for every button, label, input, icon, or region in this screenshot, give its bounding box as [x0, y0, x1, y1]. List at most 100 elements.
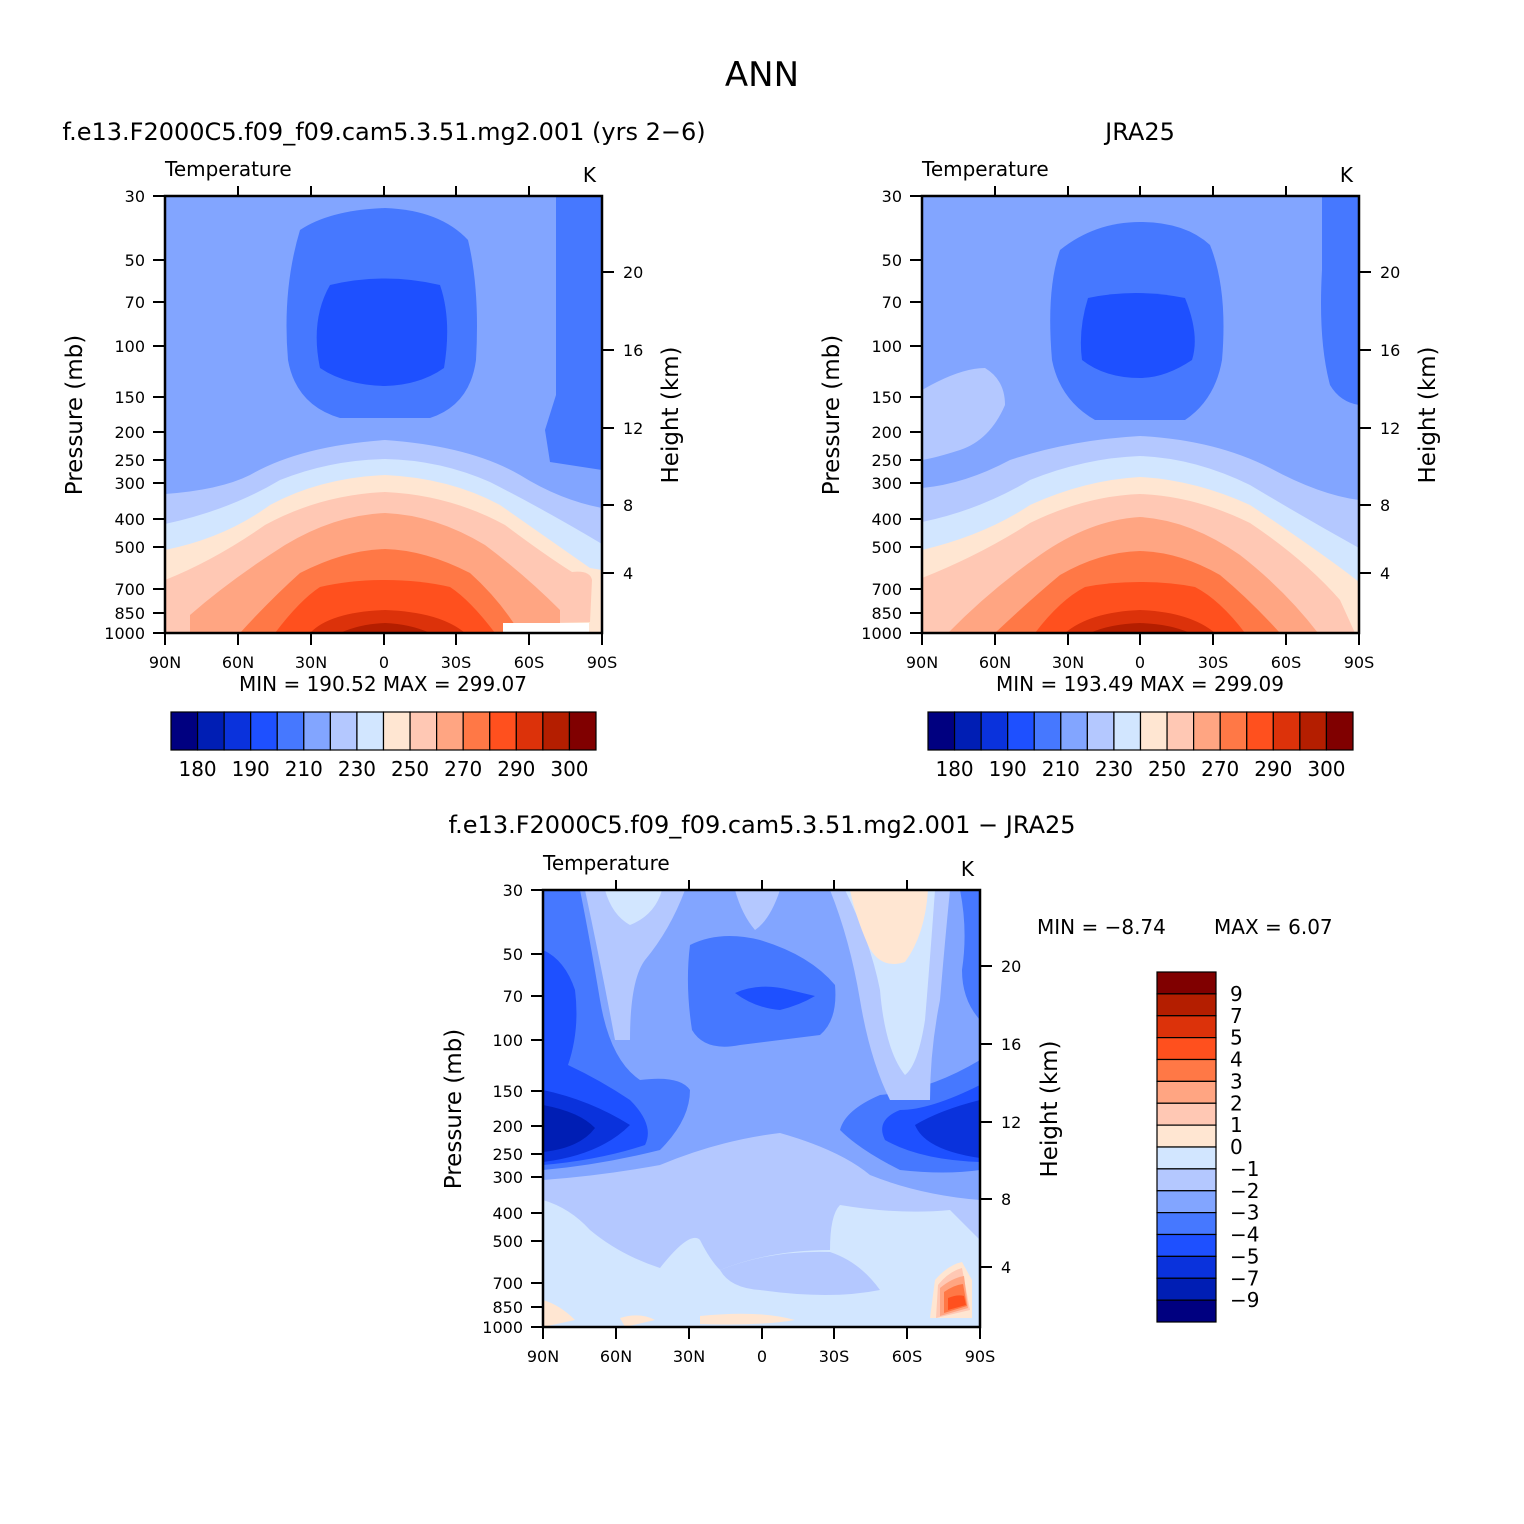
z-tick-label: 8 — [1380, 496, 1390, 515]
p-tick-label: 850 — [871, 604, 902, 623]
p-tick-label: 850 — [114, 604, 145, 623]
contour-band-minus4-center — [735, 986, 815, 1010]
contour-band-295 — [310, 610, 465, 633]
x-tick-label: 90S — [587, 653, 618, 672]
y-axis-label-right: Height (km) — [1415, 346, 1441, 483]
y-axis-label-right: Height (km) — [1037, 1040, 1063, 1177]
colorbar-swatch — [329, 711, 358, 751]
colorbar-label: 5 — [1230, 1026, 1243, 1050]
p-tick-label: 30 — [503, 881, 523, 900]
colorbar-swatch — [1033, 711, 1062, 751]
colorbar-swatch — [409, 711, 438, 751]
colorbar-label: −4 — [1230, 1223, 1259, 1247]
x-tick-label: 30N — [1052, 653, 1084, 672]
p-tick-label: 300 — [871, 474, 902, 493]
y-axis-label: Pressure (mb) — [819, 335, 845, 495]
x-tick-label: 60S — [892, 1347, 923, 1366]
colorbar-label: 190 — [989, 757, 1027, 781]
colorbar-label: 210 — [285, 757, 323, 781]
p-tick-label: 70 — [882, 293, 902, 312]
p-tick-label: 250 — [492, 1145, 523, 1164]
colorbar-swatch — [489, 711, 517, 751]
colorbar-swatch — [1060, 711, 1088, 751]
missing-data-region — [503, 623, 589, 633]
colorbar-swatch — [1113, 711, 1142, 751]
y-axis-height: 20 16 12 8 4 — [1359, 263, 1400, 583]
colorbar-label: 180 — [935, 757, 973, 781]
x-tick-label: 0 — [379, 653, 389, 672]
colorbar-swatch — [356, 711, 385, 751]
p-tick-label: 200 — [871, 423, 902, 442]
colorbar-swatch — [1299, 711, 1328, 751]
colorbar-label: 250 — [391, 757, 429, 781]
variable-label: Temperature — [921, 157, 1049, 181]
p-tick-label: 50 — [503, 945, 523, 964]
colorbar-label: 270 — [444, 757, 482, 781]
contour-band-minus1-top-left — [585, 890, 685, 1040]
x-tick-label: 60N — [979, 653, 1011, 672]
colorbar-label: 3 — [1230, 1069, 1243, 1093]
contour-band-plus5-right — [948, 1295, 966, 1310]
x-tick-label: 0 — [757, 1347, 767, 1366]
x-axis: 90N 60N 30N 0 30S 60S 90S — [906, 186, 1374, 672]
panel-title: f.e13.F2000C5.f09_f09.cam5.3.51.mg2.001 … — [448, 811, 1075, 839]
colorbar-swatch — [1246, 711, 1274, 751]
contour-band-minus5-right — [915, 1100, 980, 1158]
colorbar-swatch — [250, 711, 278, 751]
colorbar-label: 290 — [497, 757, 535, 781]
colorbar-swatch — [1156, 1299, 1217, 1323]
contour-band-stratosphere-left — [922, 368, 1005, 460]
stats-label: MIN = 190.52 MAX = 299.07 — [239, 672, 527, 696]
p-tick-label: 150 — [871, 388, 902, 407]
x-tick-label: 90S — [965, 1347, 996, 1366]
variable-label: Temperature — [542, 851, 670, 875]
p-tick-label: 100 — [492, 1031, 523, 1050]
y-axis-label-right: Height (km) — [658, 346, 684, 483]
colorbar-label: −1 — [1230, 1157, 1259, 1181]
colorbar-swatch — [1156, 993, 1217, 1017]
colorbar-swatch — [1166, 711, 1195, 751]
colorbar: 180 190 210 230 250 270 290 300 — [170, 711, 597, 781]
x-axis: 90N 60N 30N 0 30S 60S 90S — [527, 880, 995, 1366]
z-tick-label: 12 — [1001, 1113, 1021, 1132]
p-tick-label: 700 — [871, 580, 902, 599]
colorbar-label: 0 — [1230, 1135, 1243, 1159]
panel-title: f.e13.F2000C5.f09_f09.cam5.3.51.mg2.001 … — [62, 118, 705, 146]
p-tick-label: 200 — [114, 423, 145, 442]
y-axis-pressure: 30 50 70 100 150 200 250 300 400 500 700… — [104, 187, 165, 643]
colorbar-label: −3 — [1230, 1201, 1259, 1225]
colorbar: 180 190 210 230 250 270 290 300 — [927, 711, 1354, 781]
p-tick-label: 400 — [492, 1204, 523, 1223]
colorbar-label: 190 — [232, 757, 270, 781]
contour-band-stratosphere-right — [545, 196, 602, 470]
z-tick-label: 4 — [1001, 1258, 1011, 1277]
z-tick-label: 16 — [1001, 1035, 1021, 1054]
z-tick-label: 12 — [623, 419, 643, 438]
colorbar-label: 290 — [1254, 757, 1292, 781]
p-tick-label: 1000 — [482, 1318, 523, 1337]
colorbar-label: 300 — [1307, 757, 1345, 781]
colorbar-swatch — [515, 711, 544, 751]
x-tick-label: 90N — [527, 1347, 559, 1366]
colorbar-label: 180 — [178, 757, 216, 781]
colorbar-swatch — [1325, 711, 1354, 751]
p-tick-label: 100 — [871, 337, 902, 356]
colorbar-label: 4 — [1230, 1048, 1243, 1072]
colorbar-swatch — [223, 711, 252, 751]
z-tick-label: 20 — [623, 263, 643, 282]
p-tick-label: 400 — [114, 510, 145, 529]
z-tick-label: 8 — [623, 496, 633, 515]
colorbar-label: −9 — [1230, 1288, 1259, 1312]
panel-diff: f.e13.F2000C5.f09_f09.cam5.3.51.mg2.001 … — [441, 811, 1333, 1366]
colorbar-label: −5 — [1230, 1244, 1259, 1268]
colorbar-label: 2 — [1230, 1091, 1243, 1115]
colorbar-label: 7 — [1230, 1004, 1243, 1028]
z-tick-label: 20 — [1380, 263, 1400, 282]
p-tick-label: 250 — [871, 451, 902, 470]
colorbar-swatch — [1156, 1015, 1217, 1039]
p-tick-label: 150 — [492, 1082, 523, 1101]
colorbar-swatch — [1007, 711, 1035, 751]
colorbar-swatch — [303, 711, 331, 751]
y-axis-label: Pressure (mb) — [441, 1029, 467, 1189]
